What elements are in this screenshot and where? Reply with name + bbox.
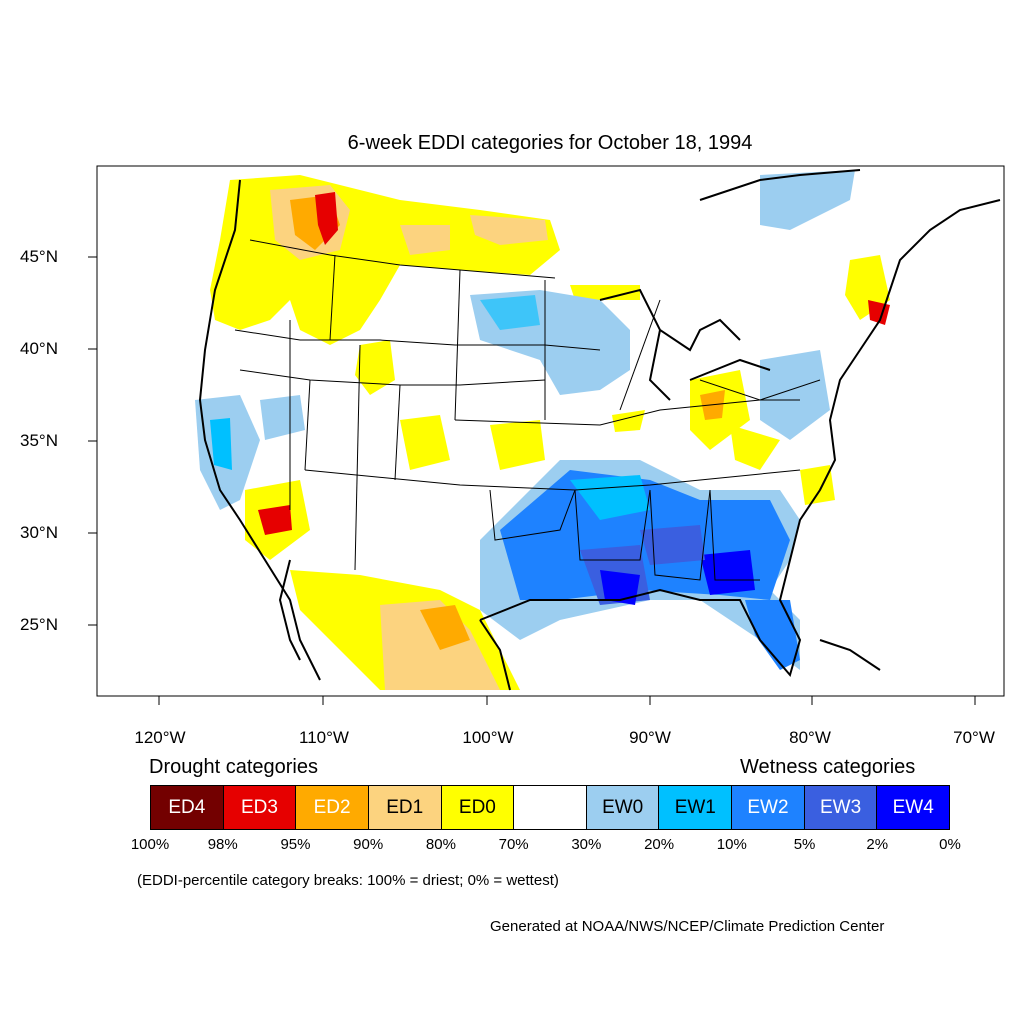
drought-heading: Drought categories: [149, 756, 318, 778]
lon-label-80: 80°W: [789, 728, 831, 747]
legend-box-ew3: EW3: [804, 786, 878, 829]
lat-label-45: 45°N: [20, 247, 58, 266]
state-boundaries: [234, 239, 821, 581]
credit-text: Generated at NOAA/NWS/NCEP/Climate Predi…: [490, 918, 885, 935]
legend-box-ed4: ED4: [151, 786, 224, 829]
lat-label-30: 30°N: [20, 523, 58, 542]
legend-box-ew1: EW1: [659, 786, 733, 829]
legend-box-ed2: ED2: [296, 786, 369, 829]
percent-break-label: 80%: [425, 836, 456, 853]
wetness-heading: Wetness categories: [740, 756, 916, 778]
percent-break-label: 30%: [571, 836, 602, 853]
legend-box-ed0: ED0: [441, 786, 515, 829]
map-frame: [96, 165, 1005, 697]
percent-break-label: 20%: [644, 836, 675, 853]
lon-label-90: 90°W: [629, 728, 671, 747]
percent-break-label: 2%: [866, 836, 889, 853]
percent-break-label: 10%: [716, 836, 747, 853]
lon-label-120: 120°W: [134, 728, 186, 747]
percent-break-label: 95%: [280, 836, 311, 853]
percent-break-label: 70%: [498, 836, 529, 853]
lon-label-110: 110°W: [299, 728, 349, 747]
percent-break-label: 100%: [130, 836, 170, 853]
coastline: [198, 169, 1001, 691]
legend-colorbar: ED4 ED3 ED2 ED1 ED0 EW0 EW1 EW2 EW3 EW4: [150, 785, 950, 830]
legend-box-neutral: [514, 786, 587, 829]
map-title: 6-week EDDI categories for October 18, 1…: [347, 132, 753, 154]
legend-box-ew0: EW0: [586, 786, 660, 829]
lat-label-40: 40°N: [20, 339, 58, 358]
percent-break-label: 5%: [793, 836, 816, 853]
legend-box-ed3: ED3: [223, 786, 297, 829]
legend-box-ew2: EW2: [732, 786, 805, 829]
lon-label-100: 100°W: [462, 728, 514, 747]
percent-break-label: 98%: [207, 836, 238, 853]
lon-label-70: 70°W: [953, 728, 995, 747]
drought-regions: [210, 175, 890, 690]
lat-label-35: 35°N: [20, 431, 58, 450]
percent-break-label: 90%: [353, 836, 384, 853]
category-note: (EDDI-percentile category breaks: 100% =…: [137, 872, 559, 889]
legend-box-ew4: EW4: [877, 786, 950, 829]
legend-box-ed1: ED1: [368, 786, 442, 829]
axis-ticks: [88, 256, 976, 705]
percent-break-label: 0%: [939, 836, 961, 853]
lat-label-25: 25°N: [20, 615, 58, 634]
wetness-regions: [195, 170, 855, 670]
